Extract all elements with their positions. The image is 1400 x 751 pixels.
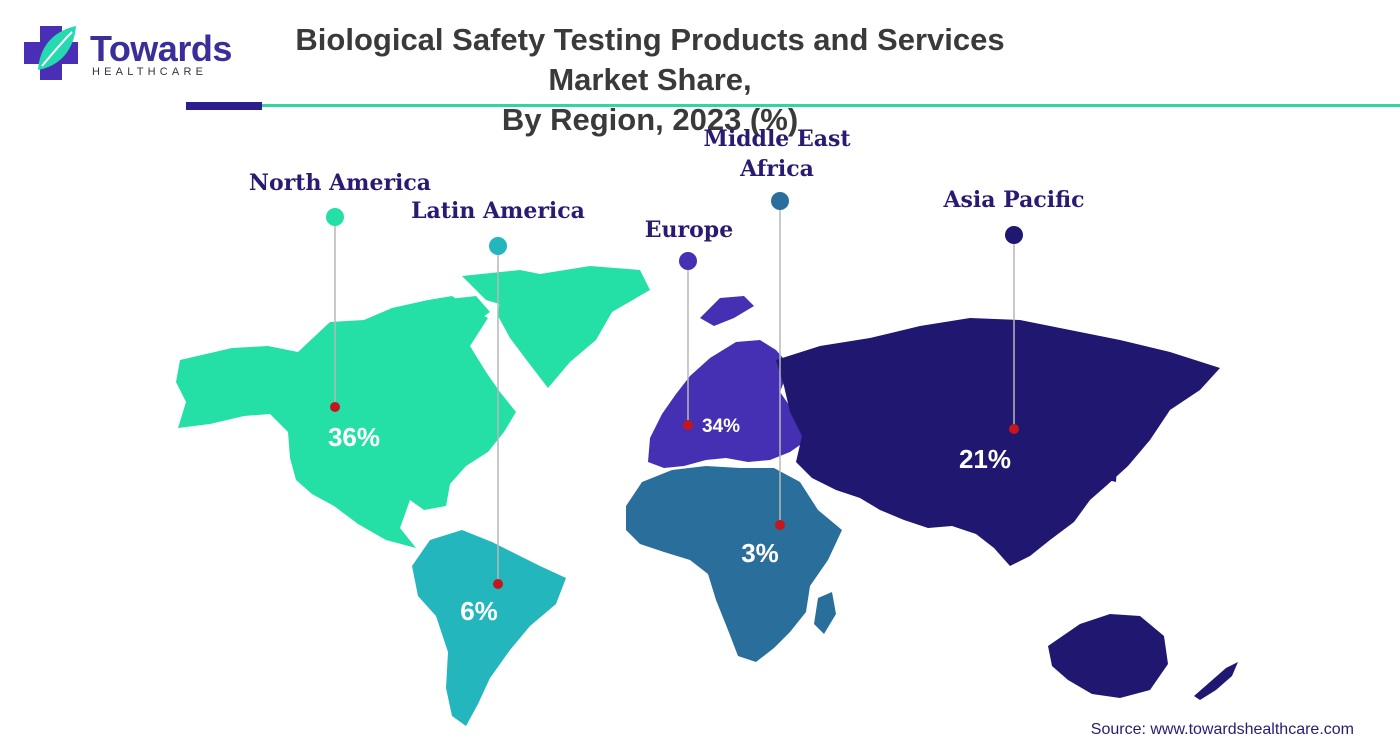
africa-shape — [626, 466, 842, 662]
region-latin-america — [412, 530, 566, 726]
label-dot-middle-east-africa — [771, 192, 789, 210]
leader-lines — [326, 192, 1023, 589]
chart-title-line-1: Biological Safety Testing Products and S… — [295, 22, 1005, 97]
label-dot-asia-pacific — [1005, 226, 1023, 244]
region-north-america — [176, 266, 650, 548]
north-america-shape — [176, 270, 560, 548]
title-underline-accent — [186, 102, 262, 110]
australia-shape — [1048, 614, 1168, 698]
label-asia-pacific: Asia Pacific — [942, 187, 1084, 213]
label-middle-east: Middle East — [703, 126, 851, 152]
value-europe: 34% — [702, 416, 740, 437]
source-note: Source: www.towardshealthcare.com — [1090, 721, 1354, 738]
label-europe: Europe — [645, 217, 733, 243]
brand-logo: Towards HEALTHCARE — [18, 18, 238, 88]
label-dot-europe — [679, 252, 697, 270]
region-middle-east-africa — [626, 466, 842, 662]
logo-name: Towards — [90, 28, 232, 69]
location-marker-middle-east-africa — [775, 520, 785, 530]
label-dot-latin-america — [489, 237, 507, 255]
value-north-america: 36% — [328, 422, 380, 452]
chart-title-line-2: By Region, 2023 (%) — [501, 102, 799, 137]
greenland-shape — [498, 266, 650, 388]
chart-title: Biological Safety Testing Products and S… — [270, 20, 1030, 140]
value-latin-america: 6% — [460, 596, 498, 626]
new-zealand-shape — [1194, 662, 1238, 700]
location-marker-latin-america — [493, 579, 503, 589]
location-marker-europe — [683, 420, 693, 430]
title-underline — [262, 104, 1400, 107]
latin-america-shape — [412, 530, 566, 726]
location-marker-asia-pacific — [1009, 424, 1019, 434]
label-latin-america: Latin America — [411, 198, 585, 224]
logo-subtitle: HEALTHCARE — [92, 66, 208, 78]
location-marker-north-america — [330, 402, 340, 412]
logo-cross-leaf-icon — [24, 26, 78, 80]
value-asia-pacific: 21% — [959, 444, 1011, 474]
label-north-america: North America — [249, 170, 431, 196]
label-africa: Africa — [739, 156, 814, 182]
value-middle-east-africa: 3% — [741, 538, 779, 568]
label-dot-north-america — [326, 208, 344, 226]
asia-shape — [776, 318, 1220, 566]
region-asia-pacific — [776, 318, 1238, 700]
